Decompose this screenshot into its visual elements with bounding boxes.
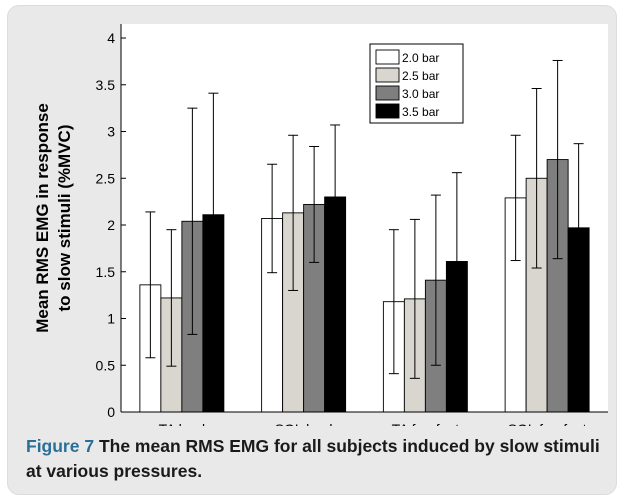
y-axis-label: Mean RMS EMG in response bbox=[33, 103, 52, 333]
legend-swatch bbox=[375, 49, 400, 65]
y-tick-label: 1 bbox=[107, 311, 115, 327]
y-tick-label: 2 bbox=[107, 217, 115, 233]
legend-label: 3.0 bar bbox=[402, 87, 439, 101]
x-tick-label: SOL heel bbox=[275, 421, 333, 426]
legend-label: 2.0 bar bbox=[402, 51, 439, 65]
legend-swatch bbox=[375, 85, 400, 101]
y-tick-label: 1.5 bbox=[96, 264, 116, 280]
x-tick-label: TA forefoot bbox=[392, 421, 460, 426]
legend-swatch bbox=[375, 67, 400, 83]
caption-label: Figure 7 bbox=[26, 436, 95, 456]
y-axis-label: to slow stimuli (%MVC) bbox=[55, 125, 74, 312]
x-tick-label: TA heel bbox=[159, 421, 205, 426]
legend-label: 3.5 bar bbox=[402, 105, 439, 119]
y-tick-label: 0 bbox=[107, 404, 115, 420]
y-tick-label: 0.5 bbox=[96, 357, 116, 373]
y-tick-label: 2.5 bbox=[96, 170, 116, 186]
legend-swatch bbox=[375, 103, 400, 119]
figure-panel: TA heel SOL heel TA forefoot SOL forefoot 0 0… bbox=[7, 5, 617, 495]
x-tick-label: SOL forefoot bbox=[508, 421, 587, 426]
figure-caption: Figure 7 The mean RMS EMG for all subjec… bbox=[26, 434, 616, 484]
legend-label: 2.5 bar bbox=[402, 69, 439, 83]
bar-chart: TA heel SOL heel TA forefoot SOL forefoot 0 0… bbox=[33, 24, 608, 426]
y-tick-label: 3 bbox=[107, 124, 115, 140]
legend: 2.0 bar 2.5 bar 3.0 bar 3.5 bar bbox=[369, 43, 464, 124]
caption-text: The mean RMS EMG for all subjects induce… bbox=[26, 436, 600, 481]
y-tick-label: 3.5 bbox=[96, 77, 116, 93]
y-tick-label: 4 bbox=[107, 30, 115, 46]
